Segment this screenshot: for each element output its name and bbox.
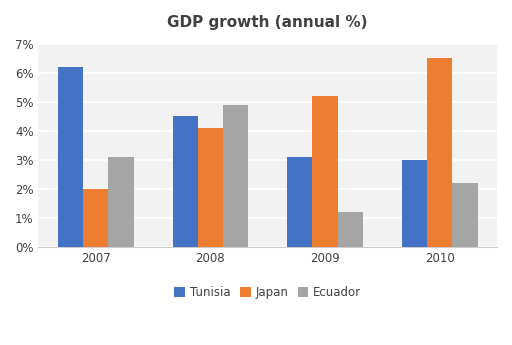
Bar xyxy=(312,96,338,247)
Title: GDP growth (annual %): GDP growth (annual %) xyxy=(167,15,368,30)
Bar xyxy=(338,212,363,247)
Bar xyxy=(173,116,198,247)
Bar xyxy=(83,189,109,247)
Bar xyxy=(452,183,478,247)
Bar xyxy=(402,160,427,247)
Bar xyxy=(223,105,248,247)
Legend: Tunisia, Japan, Ecuador: Tunisia, Japan, Ecuador xyxy=(170,282,366,304)
Bar xyxy=(109,157,134,247)
Bar xyxy=(198,128,223,247)
Bar xyxy=(427,58,452,247)
Bar xyxy=(58,67,83,247)
Bar xyxy=(287,157,312,247)
